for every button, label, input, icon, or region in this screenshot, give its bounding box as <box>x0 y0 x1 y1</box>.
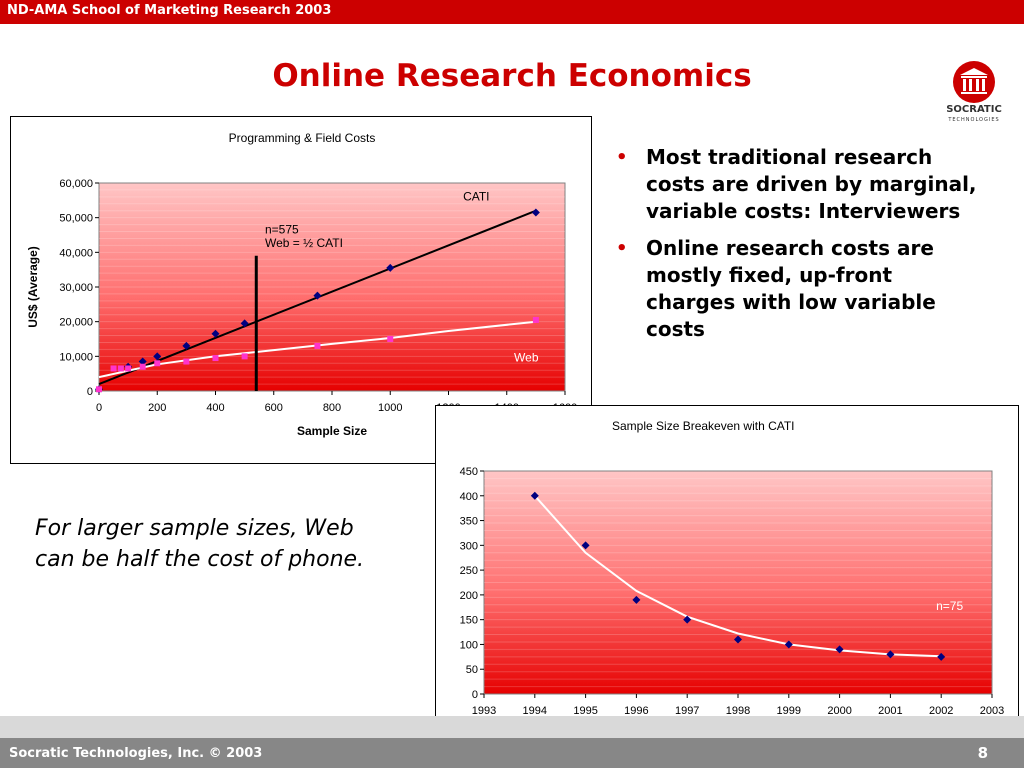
bullet-text: Most traditional research costs are driv… <box>646 145 977 223</box>
footer-divider <box>0 716 1024 738</box>
data-point-web <box>387 336 394 342</box>
data-point <box>784 640 793 649</box>
header-bar-text: ND-AMA School of Marketing Research 2003 <box>7 3 332 18</box>
chart2-svg: Sample Size Breakeven with CATI 0 50 100 150… <box>460 419 1005 717</box>
x-tick-label: 600 <box>265 402 283 414</box>
trendline-series0 <box>534 495 942 658</box>
data-point-cati <box>531 208 540 217</box>
data-point-web <box>212 355 219 362</box>
data-point <box>581 541 590 550</box>
bullet-list: • Most traditional research costs are dr… <box>608 144 988 353</box>
data-point <box>530 491 539 500</box>
y-tick-label: 40,000 <box>59 247 93 259</box>
y-tick-label: 60,000 <box>59 178 93 190</box>
data-point-cati <box>240 319 249 328</box>
company-logo: SOCRATIC TECHNOLOGIES <box>943 60 1005 130</box>
y-tick-label: 250 <box>460 565 478 577</box>
data-point <box>937 652 946 661</box>
data-point-web <box>183 358 190 365</box>
plot-area <box>483 470 993 695</box>
y-tick-label: 300 <box>460 540 478 552</box>
data-point <box>886 650 895 659</box>
x-tick-label: 1995 <box>573 705 597 717</box>
bullet-item: • Most traditional research costs are dr… <box>608 144 988 225</box>
summary-note: For larger sample sizes, Web can be half… <box>35 516 365 572</box>
x-tick-label: 200 <box>148 402 166 414</box>
sample-size-breakeven-chart: Sample Size Breakeven with CATI 0 50 100 150… <box>435 405 1019 738</box>
x-tick-label: 0 <box>96 402 102 414</box>
programming-field-costs-chart: Programming & Field Costs 0 10,000 20,000 30… <box>10 116 592 464</box>
x-tick-label: 2001 <box>878 705 902 717</box>
data-point-cati <box>153 352 162 361</box>
bullet-dot-icon: • <box>616 147 628 168</box>
series-label-web: Web <box>514 351 539 365</box>
annotation-web-half-cati: Web = ½ CATI <box>265 236 343 250</box>
bullet-item: • Online research costs are mostly fixed… <box>608 235 988 343</box>
x-tick-label: 2003 <box>980 705 1004 717</box>
y-tick-label: 0 <box>472 689 478 701</box>
x-tick-label: 1993 <box>472 705 496 717</box>
trendline-web <box>98 320 537 379</box>
x-axis-label: Sample Size <box>297 424 367 438</box>
data-point-web <box>96 386 102 393</box>
bullet-dot-icon: • <box>616 238 628 259</box>
x-tick-label: 400 <box>206 402 224 414</box>
y-tick-label: 400 <box>460 491 478 503</box>
y-tick-label: 150 <box>460 615 478 627</box>
x-tick-label: 2000 <box>827 705 851 717</box>
x-tick-label: 2002 <box>929 705 953 717</box>
page-number: 8 <box>977 744 988 762</box>
chart1-svg: Programming & Field Costs 0 10,000 20,000 30… <box>26 131 577 438</box>
x-tick-label: 1996 <box>624 705 648 717</box>
data-point-web <box>139 363 146 370</box>
x-tick-label: 1997 <box>675 705 699 717</box>
data-point-cati <box>386 263 395 272</box>
x-tick-label: 1000 <box>378 402 402 414</box>
x-tick-label: 800 <box>323 402 341 414</box>
data-point-web <box>241 353 248 360</box>
data-point <box>734 635 742 644</box>
data-point-web <box>314 342 321 349</box>
y-tick-label: 20,000 <box>59 317 93 329</box>
footer-bar: Socratic Technologies, Inc. © 2003 8 <box>0 738 1024 768</box>
x-tick-label: 1999 <box>777 705 801 717</box>
data-point-cati <box>313 291 322 300</box>
slide-title: Online Research Economics <box>272 58 752 94</box>
annotation-n75: n=75 <box>936 599 963 613</box>
y-tick-label: 50,000 <box>59 213 93 225</box>
series-label-cati: CATI <box>463 189 489 203</box>
logo-subtitle: TECHNOLOGIES <box>948 117 1000 123</box>
chart-title: Sample Size Breakeven with CATI <box>612 419 795 433</box>
x-tick-label: 1998 <box>726 705 750 717</box>
y-tick-label: 200 <box>460 590 478 602</box>
y-tick-label: 50 <box>466 664 478 676</box>
y-tick-label: 30,000 <box>59 282 93 294</box>
data-point-cati <box>138 357 147 366</box>
data-point-web <box>110 365 117 372</box>
logo-name: SOCRATIC <box>946 104 1002 115</box>
data-point-web <box>532 316 539 323</box>
data-point-cati <box>211 329 220 338</box>
y-tick-label: 450 <box>460 466 478 478</box>
data-point-web <box>117 365 124 372</box>
annotation-n575: n=575 <box>265 222 299 236</box>
y-tick-label: 100 <box>460 639 478 651</box>
y-tick-label: 10,000 <box>59 351 93 363</box>
chart-title: Programming & Field Costs <box>229 131 376 145</box>
header-bar: ND-AMA School of Marketing Research 2003 <box>0 0 1024 24</box>
bullet-text: Online research costs are mostly fixed, … <box>646 236 936 341</box>
data-point-web <box>125 365 132 372</box>
data-point <box>632 595 641 604</box>
x-tick-label: 1994 <box>523 705 547 717</box>
data-point <box>835 645 844 654</box>
plot-area <box>98 182 566 392</box>
footer-company: Socratic Technologies, Inc. © 2003 <box>9 746 263 761</box>
y-axis-label: US$ (Average) <box>26 246 40 328</box>
data-point-web <box>154 360 161 367</box>
y-tick-label: 0 <box>87 386 93 398</box>
temple-logo-icon <box>953 61 995 103</box>
y-tick-label: 350 <box>460 516 478 528</box>
data-point-cati <box>182 341 191 350</box>
data-point <box>683 615 692 624</box>
